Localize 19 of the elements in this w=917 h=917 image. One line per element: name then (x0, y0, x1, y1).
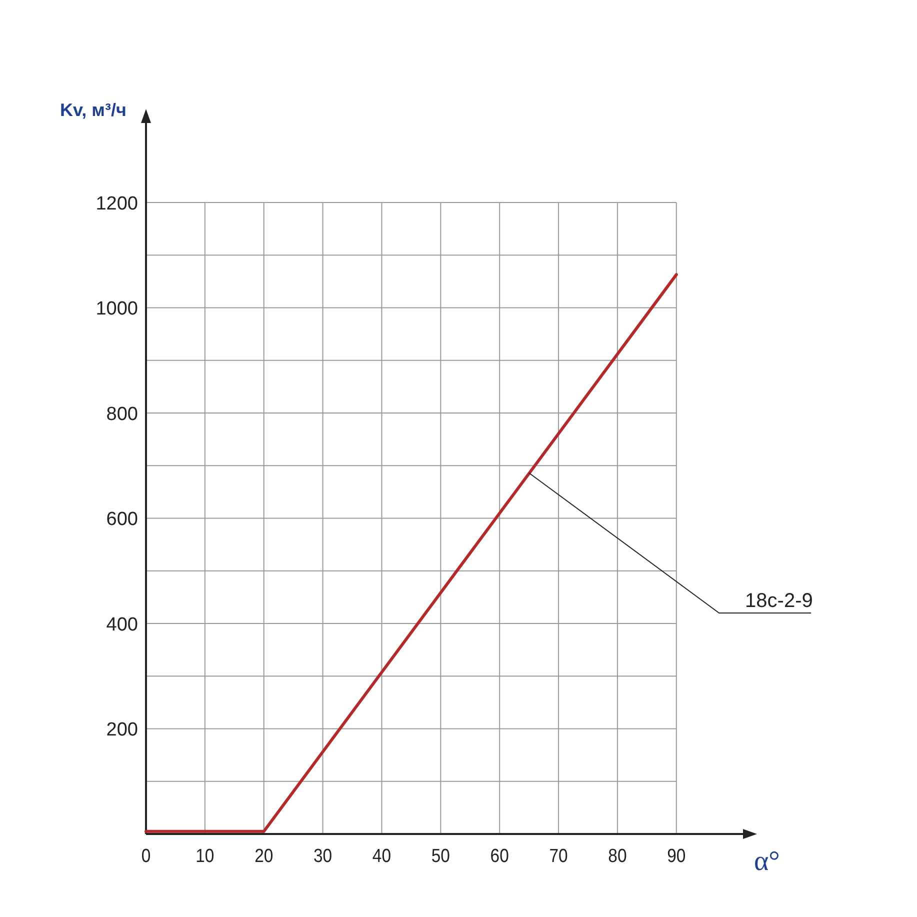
y-tick-label: 600 (106, 509, 138, 530)
x-tick-label: 40 (372, 845, 392, 866)
x-tick-label: 90 (667, 845, 686, 866)
y-tick-label: 800 (106, 404, 138, 425)
x-tick-label: 70 (549, 845, 568, 866)
x-tick-label: 10 (196, 845, 214, 866)
x-tick-label: 30 (314, 845, 332, 866)
x-tick-label: 50 (431, 845, 450, 866)
x-tick-label: 0 (141, 845, 151, 866)
x-axis-title: α° (754, 846, 780, 877)
x-tick-label: 80 (608, 845, 627, 866)
y-tick-label: 1200 (96, 193, 138, 214)
x-tick-label: 20 (254, 845, 274, 866)
y-tick-label: 200 (106, 720, 138, 741)
x-tick-label: 60 (490, 845, 509, 866)
y-tick-label: 1000 (96, 298, 138, 320)
y-axis-title: Kv, м³/ч (60, 100, 126, 120)
y-tick-label: 400 (106, 614, 138, 636)
annotation: 18c-2-9 (745, 590, 813, 612)
